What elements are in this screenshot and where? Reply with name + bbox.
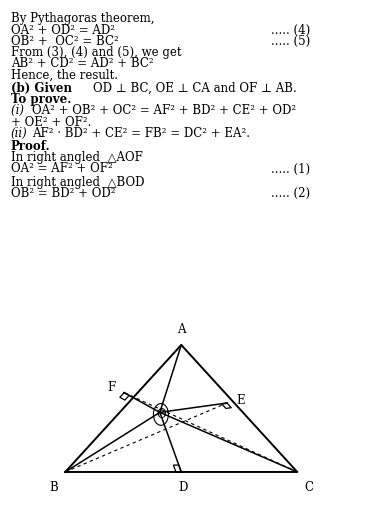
Text: A: A [177,323,186,335]
Text: AF² · BD² + CE² = FB² = DC² + EA².: AF² · BD² + CE² = FB² = DC² + EA². [32,127,250,140]
Text: OA² = AF² + OF²: OA² = AF² + OF² [11,162,112,176]
Text: OA² + OB² + OC² = AF² + BD² + CE² + OD²: OA² + OB² + OC² = AF² + BD² + CE² + OD² [32,104,296,117]
Text: OB² +  OC² = BC²: OB² + OC² = BC² [11,35,118,48]
Text: OB² = BD² + OD²: OB² = BD² + OD² [11,188,115,200]
Text: B: B [49,482,58,494]
Text: E: E [236,394,244,407]
Text: OD ⊥ BC, OE ⊥ CA and OF ⊥ AB.: OD ⊥ BC, OE ⊥ CA and OF ⊥ AB. [93,82,296,94]
Text: Proof.: Proof. [11,140,50,152]
Text: (i): (i) [11,104,27,117]
Text: AB² + CD² = AD² + BC²: AB² + CD² = AD² + BC² [11,57,153,70]
Text: F: F [107,381,115,394]
Text: ..... (5): ..... (5) [270,35,310,48]
Text: ..... (1): ..... (1) [270,162,310,176]
Text: O: O [156,408,166,421]
Text: C: C [305,482,313,494]
Text: From (3), (4) and (5), we get: From (3), (4) and (5), we get [11,46,181,59]
Text: By Pythagoras theorem,: By Pythagoras theorem, [11,12,154,25]
Text: D: D [178,482,188,494]
Text: To prove.: To prove. [11,93,71,106]
Text: In right angled  △BOD: In right angled △BOD [11,176,144,189]
Text: (b) Given: (b) Given [11,82,76,94]
Text: Hence, the result.: Hence, the result. [11,69,117,82]
Text: In right angled  △AOF: In right angled △AOF [11,151,142,164]
Text: OA² + OD² = AD²: OA² + OD² = AD² [11,24,115,37]
Text: + OE² + OF².: + OE² + OF². [11,116,91,129]
Text: (ii): (ii) [11,127,27,140]
Text: ..... (2): ..... (2) [270,188,310,200]
Text: ..... (4): ..... (4) [270,24,310,37]
